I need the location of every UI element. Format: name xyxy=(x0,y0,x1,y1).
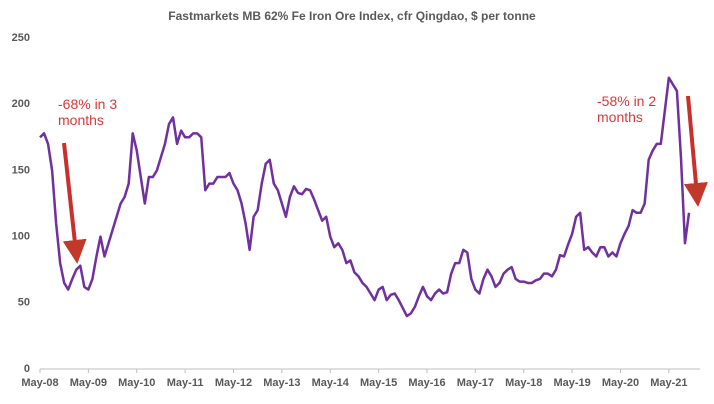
x-tick-label: May-15 xyxy=(360,377,397,389)
y-tick-label: 250 xyxy=(12,32,30,44)
arrow xyxy=(683,95,708,207)
x-tick-label: May-19 xyxy=(553,377,590,389)
chart-title: Fastmarkets MB 62% Fe Iron Ore Index, cf… xyxy=(168,9,536,23)
x-tick-label: May-11 xyxy=(167,377,204,389)
x-tick-label: May-20 xyxy=(602,377,639,389)
x-tick-label: May-18 xyxy=(505,377,542,389)
x-tick-label: May-10 xyxy=(118,377,155,389)
arrow xyxy=(62,142,87,264)
y-tick-label: 50 xyxy=(18,297,30,309)
x-tick-label: May-13 xyxy=(263,377,300,389)
x-tick-label: May-08 xyxy=(21,377,58,389)
y-tick-label: 200 xyxy=(12,98,30,110)
x-tick-label: May-14 xyxy=(312,377,350,389)
y-tick-label: 150 xyxy=(12,164,30,176)
x-tick-label: May-09 xyxy=(70,377,107,389)
x-tick-label: May-21 xyxy=(650,377,687,389)
y-tick-label: 100 xyxy=(12,231,30,243)
series-line xyxy=(39,76,691,318)
annotation: -58% in 2 months xyxy=(597,93,657,125)
y-tick-label: 0 xyxy=(24,363,30,375)
x-tick-label: May-17 xyxy=(457,377,494,389)
x-tick-label: May-16 xyxy=(408,377,445,389)
x-tick-label: May-12 xyxy=(215,377,252,389)
annotation: -68% in 3 months xyxy=(58,96,118,128)
